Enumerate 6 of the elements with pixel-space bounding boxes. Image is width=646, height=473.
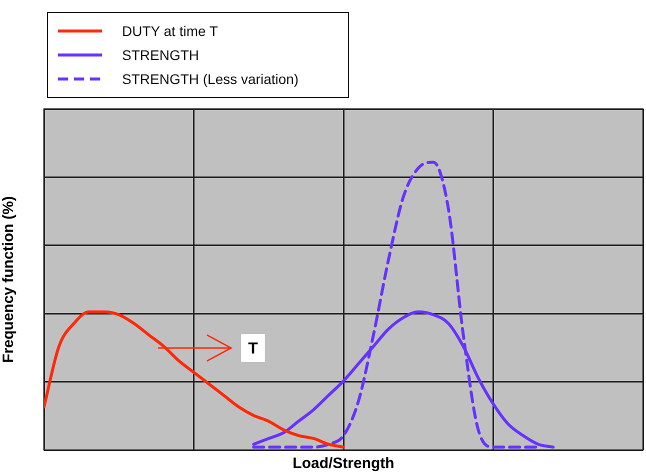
y-axis-title: Frequency function (%)	[0, 196, 18, 363]
legend-label: STRENGTH (Less variation)	[122, 71, 299, 87]
x-axis-title: Load/Strength	[292, 455, 394, 472]
legend-label: STRENGTH	[122, 47, 199, 63]
annotation: T	[248, 340, 258, 358]
legend-label: DUTY at time T	[122, 23, 218, 39]
